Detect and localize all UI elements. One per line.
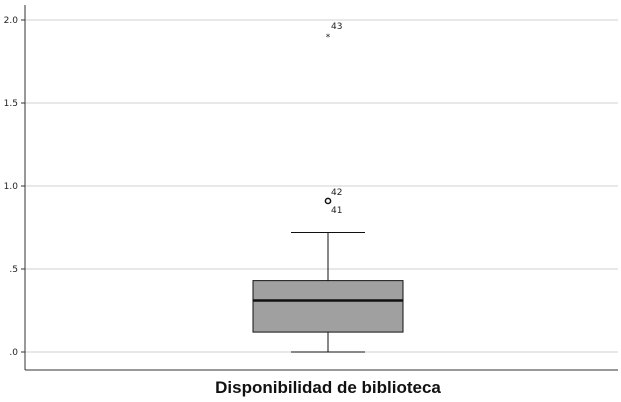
outlier-star-marker: * (326, 33, 331, 43)
y-tick-label: 2.0 (4, 16, 19, 26)
y-tick-label: 1.0 (4, 182, 19, 192)
iqr-box (252, 280, 404, 333)
outliers-group: 42 41 *43 (324, 22, 342, 216)
axes (24, 5, 618, 371)
gridlines (25, 19, 618, 353)
outlier-label: 43 (331, 22, 342, 32)
y-tick-label: .5 (9, 265, 18, 275)
outlier-label: 41 (331, 206, 342, 216)
y-tick-label: 1.5 (4, 99, 18, 109)
outlier-label: 42 (331, 188, 342, 198)
y-tick-label: .0 (9, 348, 18, 358)
outlier-marker (324, 197, 332, 205)
box-group (252, 231, 404, 353)
y-axis-ticks: .0 .5 1.0 1.5 2.0 (4, 16, 25, 358)
category-label: Disponibilidad de biblioteca (215, 378, 441, 397)
